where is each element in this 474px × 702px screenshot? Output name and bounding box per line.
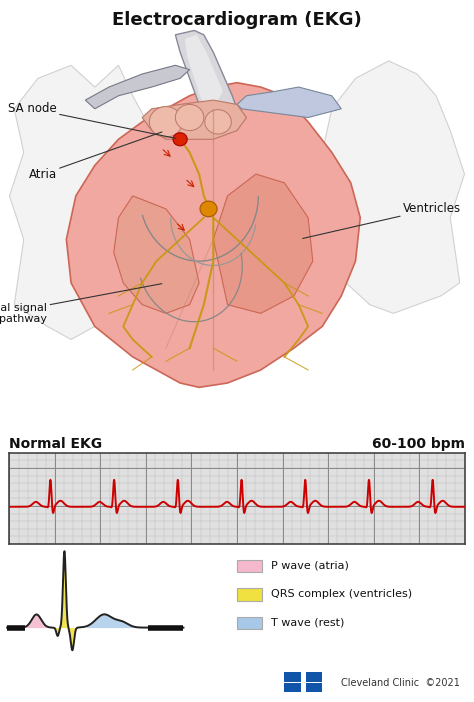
- Polygon shape: [185, 35, 223, 105]
- FancyBboxPatch shape: [306, 672, 322, 682]
- Circle shape: [149, 107, 182, 137]
- Polygon shape: [237, 87, 341, 117]
- FancyBboxPatch shape: [237, 559, 262, 572]
- Polygon shape: [213, 174, 313, 313]
- Text: Normal EKG: Normal EKG: [9, 437, 102, 451]
- FancyBboxPatch shape: [237, 588, 262, 601]
- Text: QRS complex (ventricles): QRS complex (ventricles): [271, 589, 412, 600]
- Polygon shape: [114, 196, 199, 313]
- Text: SA node: SA node: [8, 102, 176, 138]
- FancyBboxPatch shape: [237, 617, 262, 630]
- Text: Ventricles: Ventricles: [303, 202, 461, 239]
- Polygon shape: [85, 65, 190, 109]
- Circle shape: [200, 201, 217, 217]
- Text: Atria: Atria: [29, 132, 162, 180]
- Circle shape: [175, 105, 204, 131]
- Polygon shape: [9, 65, 152, 340]
- Text: Electrical signal
pathway: Electrical signal pathway: [0, 284, 162, 324]
- Text: Cleveland Clinic  ©2021: Cleveland Clinic ©2021: [341, 677, 460, 688]
- Text: T wave (rest): T wave (rest): [271, 618, 345, 628]
- FancyBboxPatch shape: [306, 682, 322, 692]
- Text: 60-100 bpm: 60-100 bpm: [372, 437, 465, 451]
- Polygon shape: [322, 61, 465, 313]
- Polygon shape: [66, 83, 360, 388]
- FancyBboxPatch shape: [284, 682, 301, 692]
- Polygon shape: [142, 100, 246, 139]
- Text: Electrocardiogram (EKG): Electrocardiogram (EKG): [112, 11, 362, 29]
- Text: P wave (atria): P wave (atria): [271, 560, 349, 571]
- FancyBboxPatch shape: [284, 672, 301, 682]
- Circle shape: [173, 133, 187, 146]
- Circle shape: [205, 110, 231, 134]
- Polygon shape: [175, 30, 237, 113]
